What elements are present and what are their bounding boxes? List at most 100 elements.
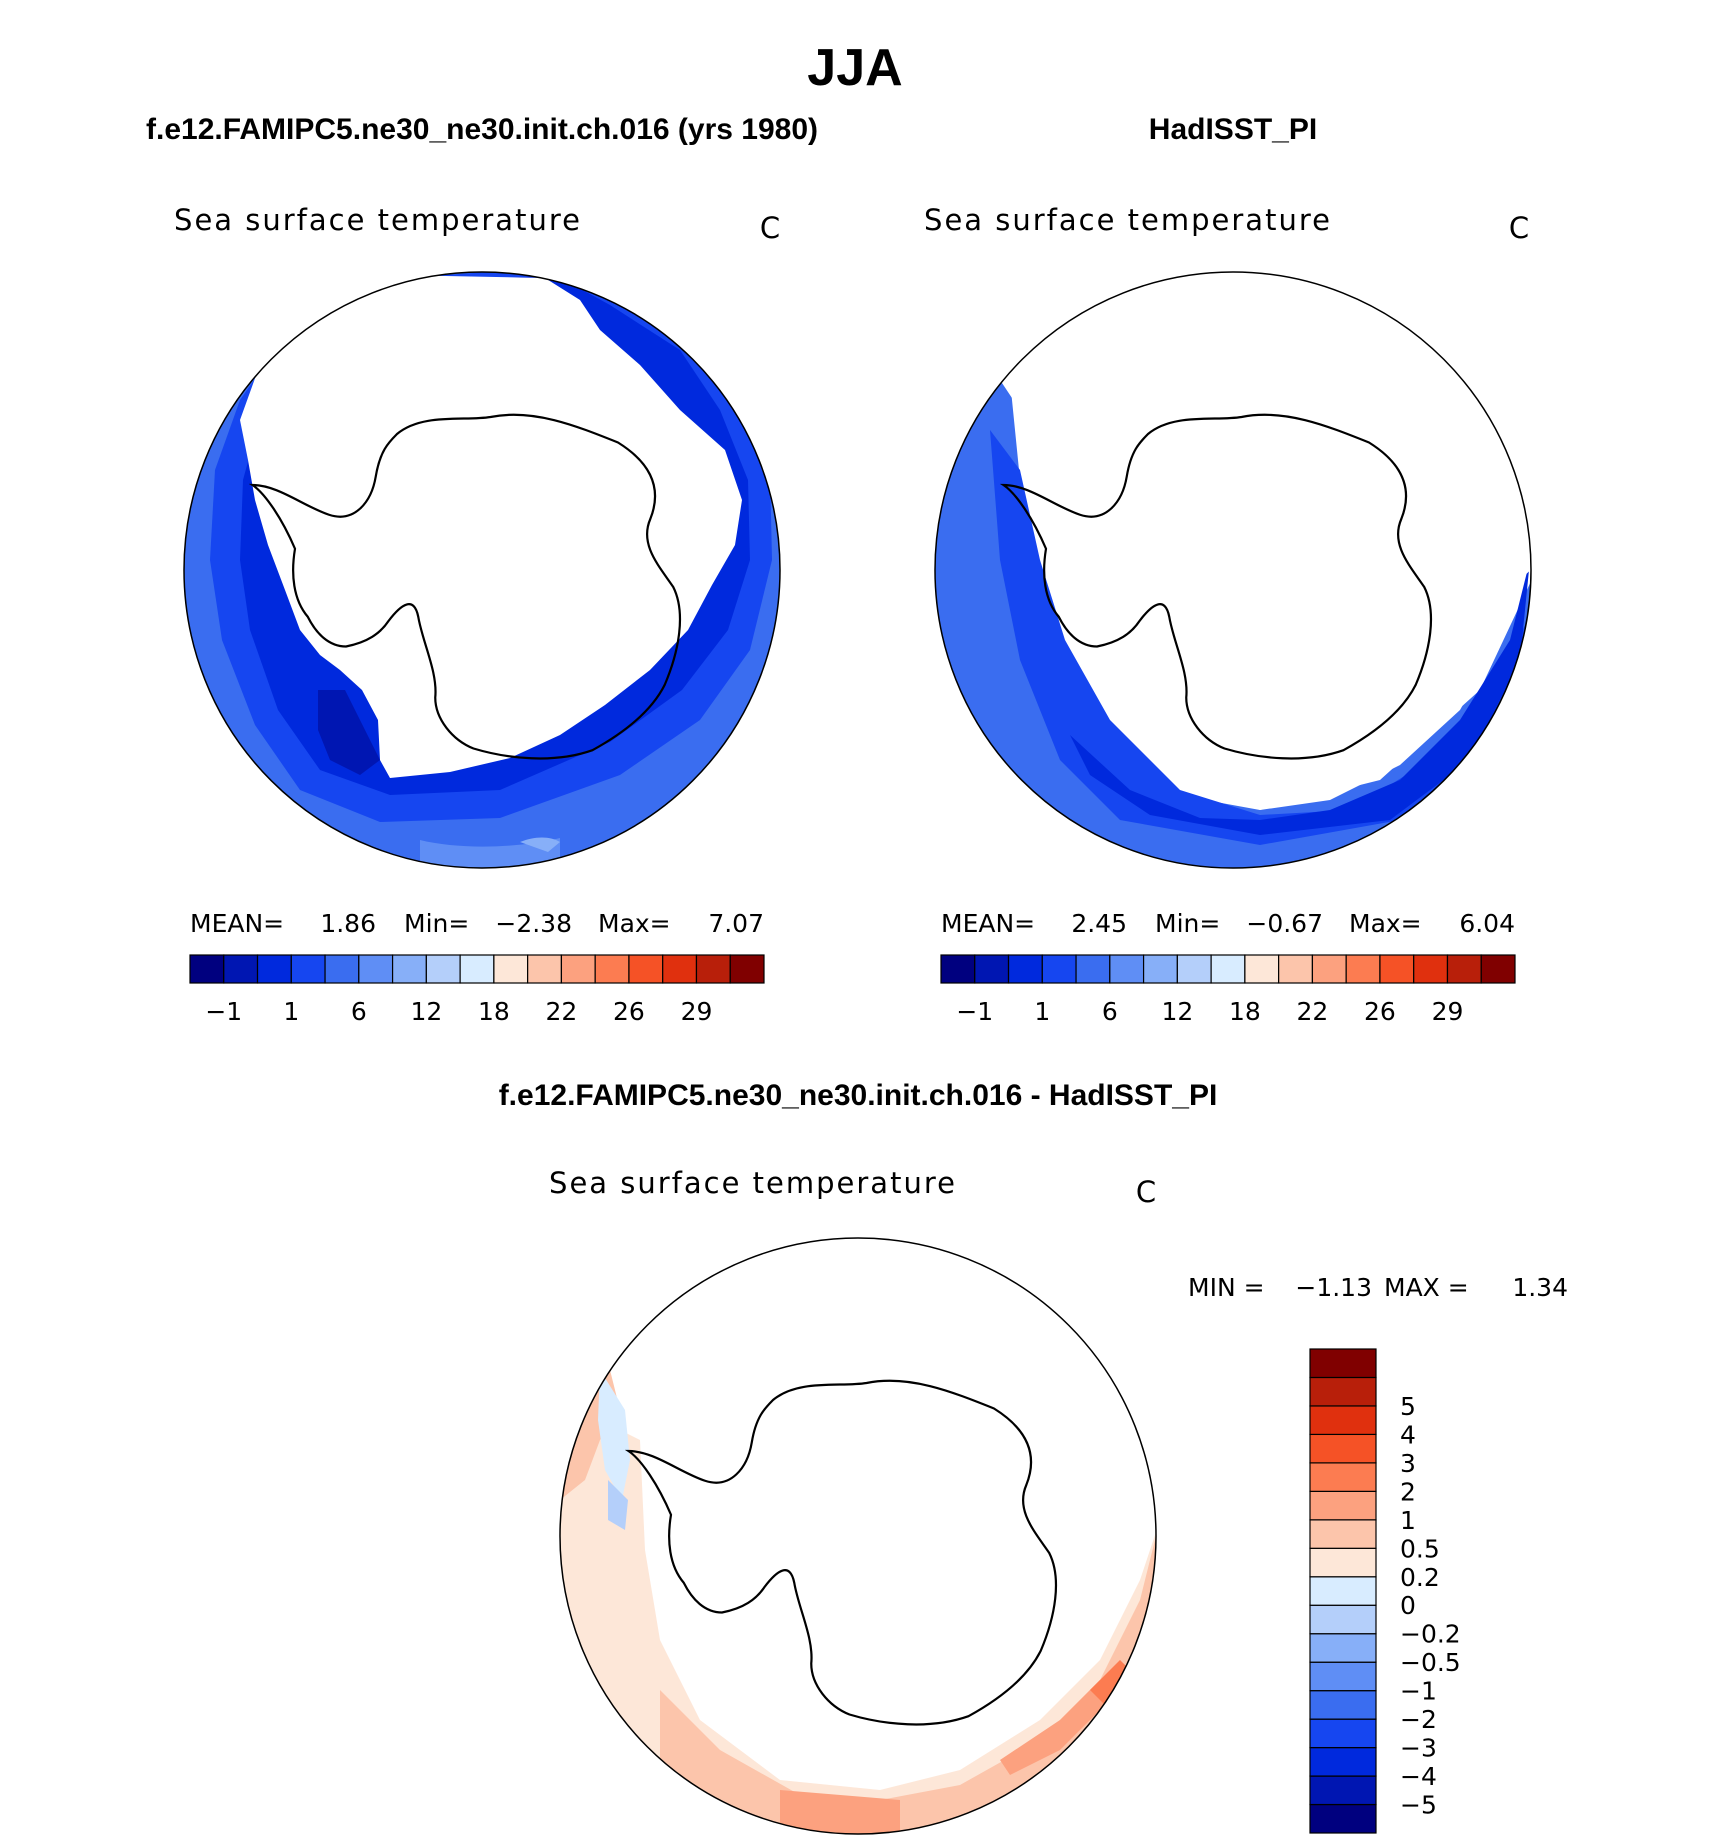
diff-colorbar-tick-label: 3 xyxy=(1400,1449,1416,1478)
model-colorbar-box-4 xyxy=(324,954,360,984)
obs-colorbar-tick-label: 22 xyxy=(1297,997,1329,1026)
model-colorbar: −1 1 6 12 18 22 26 29 xyxy=(189,954,765,1026)
diff-colorbar-box-12 xyxy=(1309,1462,1377,1492)
diff-colorbar-tick-label: 0 xyxy=(1400,1591,1416,1620)
obs-colorbar-box-13 xyxy=(1379,954,1415,984)
model-ice-mask xyxy=(240,275,742,778)
model-colorbar-box-13 xyxy=(628,954,664,984)
model-panel: Sea surface temperature C MEAN= 1.86 Min… xyxy=(174,203,781,1026)
obs-mean-label: MEAN= xyxy=(941,909,1035,938)
diff-variable-label: Sea surface temperature xyxy=(549,1166,957,1200)
model-colorbar-box-6 xyxy=(391,954,427,984)
diff-colorbar-tick-label: −5 xyxy=(1400,1791,1437,1820)
obs-colorbar-box-11 xyxy=(1311,954,1347,984)
diff-sst-band-0 xyxy=(560,1420,1156,1834)
diff-colorbar-box-1 xyxy=(1309,1775,1377,1806)
obs-colorbar-box-12 xyxy=(1345,954,1381,984)
model-colorbar-box-1 xyxy=(223,954,259,984)
model-min-label: Min= xyxy=(404,909,469,938)
model-colorbar-box-9 xyxy=(493,954,529,984)
diff-sst-map xyxy=(560,1238,1156,1834)
diff-colorbar-box-3 xyxy=(1309,1718,1377,1749)
obs-colorbar-box-0 xyxy=(940,954,976,984)
diff-colorbar-box-9 xyxy=(1309,1547,1377,1578)
diff-max-label: MAX = xyxy=(1384,1273,1469,1302)
model-variable-label: Sea surface temperature xyxy=(174,203,582,237)
model-colorbar-box-15 xyxy=(695,954,731,984)
obs-min-value: −0.67 xyxy=(1246,909,1323,938)
obs-max-label: Max= xyxy=(1349,909,1422,938)
obs-colorbar-box-14 xyxy=(1413,954,1449,984)
model-colorbar-tick-label: 1 xyxy=(283,997,299,1026)
diff-min-label: MIN = xyxy=(1188,1273,1265,1302)
obs-colorbar-box-7 xyxy=(1176,954,1212,984)
obs-max-value: 6.04 xyxy=(1459,909,1515,938)
diff-colorbar-tick-label: 2 xyxy=(1400,1477,1416,1506)
model-colorbar-tick-label: 29 xyxy=(681,997,713,1026)
model-max-label: Max= xyxy=(598,909,671,938)
obs-colorbar-box-5 xyxy=(1109,954,1145,984)
model-min-value: −2.38 xyxy=(495,909,572,938)
figure-title: JJA xyxy=(807,39,902,97)
obs-colorbar-box-3 xyxy=(1041,954,1077,984)
model-colorbar-box-16 xyxy=(729,954,765,984)
diff-colorbar-box-5 xyxy=(1309,1661,1377,1692)
model-mean-value: 1.86 xyxy=(320,909,376,938)
diff-colorbar-tick-label: 0.5 xyxy=(1400,1534,1440,1563)
obs-colorbar-tick-label: −1 xyxy=(956,997,993,1026)
model-colorbar-box-11 xyxy=(560,954,596,984)
model-colorbar-box-5 xyxy=(358,954,394,984)
obs-colorbar-box-4 xyxy=(1075,954,1111,984)
model-colorbar-box-2 xyxy=(256,954,292,984)
model-colorbar-box-8 xyxy=(459,954,495,984)
model-sst-map xyxy=(184,272,780,868)
obs-panel: Sea surface temperature C MEAN= 2.45 Min… xyxy=(924,203,1532,1026)
diff-colorbar-tick-label: 5 xyxy=(1400,1392,1416,1421)
obs-colorbar-box-16 xyxy=(1480,954,1516,984)
model-colorbar-box-0 xyxy=(189,954,225,984)
diff-colorbar-tick-label: −0.5 xyxy=(1400,1648,1461,1677)
obs-colorbar-box-8 xyxy=(1210,954,1246,984)
model-colorbar-tick-label: 18 xyxy=(478,997,510,1026)
diff-colorbar-box-7 xyxy=(1309,1604,1377,1635)
diff-colorbar-box-16 xyxy=(1309,1348,1377,1379)
obs-variable-label: Sea surface temperature xyxy=(924,203,1332,237)
diff-units-label: C xyxy=(1136,1175,1156,1209)
obs-units-label: C xyxy=(1509,211,1529,245)
diff-colorbar-box-4 xyxy=(1309,1690,1377,1720)
model-colorbar-box-7 xyxy=(425,954,461,984)
diff-colorbar-box-10 xyxy=(1309,1519,1377,1549)
model-colorbar-tick-label: 26 xyxy=(613,997,645,1026)
diff-colorbar-tick-label: −4 xyxy=(1400,1762,1437,1791)
model-colorbar-tick-label: 22 xyxy=(546,997,578,1026)
diff-max-value: 1.34 xyxy=(1512,1273,1568,1302)
model-colorbar-tick-label: −1 xyxy=(205,997,242,1026)
model-colorbar-box-14 xyxy=(662,954,698,984)
diff-colorbar-box-6 xyxy=(1309,1633,1377,1663)
obs-colorbar-box-9 xyxy=(1244,954,1280,984)
model-colorbar-tick-label: 6 xyxy=(351,997,367,1026)
obs-colorbar-tick-label: 12 xyxy=(1161,997,1193,1026)
obs-colorbar-tick-label: 29 xyxy=(1432,997,1464,1026)
diff-colorbar-box-11 xyxy=(1309,1490,1377,1521)
obs-colorbar-box-6 xyxy=(1142,954,1178,984)
obs-colorbar: −1 1 6 12 18 22 26 29 xyxy=(940,954,1516,1026)
model-colorbar-tick-label: 12 xyxy=(410,997,442,1026)
obs-colorbar-tick-label: 18 xyxy=(1229,997,1261,1026)
obs-colorbar-tick-label: 26 xyxy=(1364,997,1396,1026)
obs-colorbar-tick-label: 1 xyxy=(1034,997,1050,1026)
diff-colorbar-box-15 xyxy=(1309,1376,1377,1407)
obs-mean-value: 2.45 xyxy=(1071,909,1127,938)
model-colorbar-box-12 xyxy=(594,954,630,984)
model-sst-band-1 xyxy=(318,690,380,775)
diff-colorbar-tick-label: −2 xyxy=(1400,1705,1437,1734)
model-map-boundary xyxy=(183,271,781,869)
obs-sst-band-3 xyxy=(990,430,1531,845)
model-panel-title: f.e12.FAMIPC5.ne30_ne30.init.ch.016 (yrs… xyxy=(146,113,818,146)
obs-colorbar-tick-label: 6 xyxy=(1102,997,1118,1026)
diff-colorbar-box-2 xyxy=(1309,1746,1377,1777)
diff-min-value: −1.13 xyxy=(1295,1273,1372,1302)
diff-colorbar-box-0 xyxy=(1309,1803,1377,1834)
obs-min-label: Min= xyxy=(1155,909,1220,938)
